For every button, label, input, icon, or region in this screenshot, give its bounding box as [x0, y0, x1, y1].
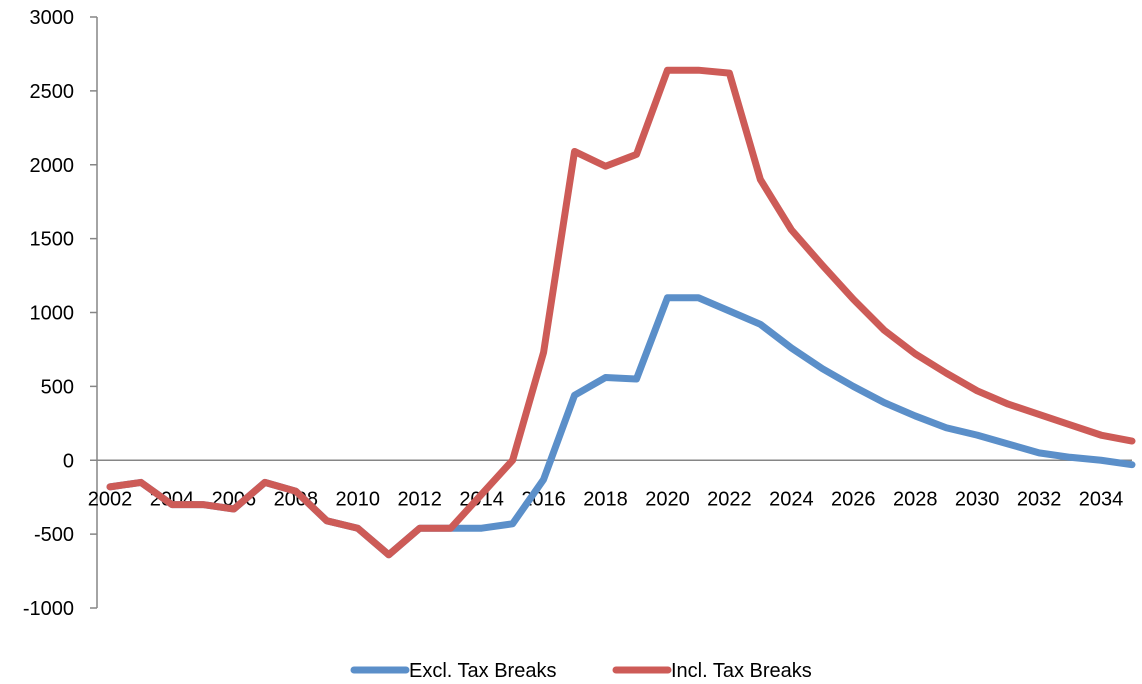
x-tick-label: 2032	[1017, 488, 1062, 510]
legend-label: Incl. Tax Breaks	[671, 660, 812, 682]
series-lines	[106, 66, 1136, 559]
y-tick-label: 0	[63, 450, 74, 472]
y-tick-label: -1000	[23, 598, 74, 620]
x-tick-label: 2002	[88, 488, 133, 510]
x-tick-label: 2012	[397, 488, 442, 510]
series-line-incl-tax-breaks	[106, 66, 1136, 559]
legend-label: Excl. Tax Breaks	[409, 660, 556, 682]
x-tick-label: 2010	[336, 488, 381, 510]
x-tick-label: 2028	[893, 488, 938, 510]
series-line-excl-tax-breaks	[106, 294, 1136, 559]
y-tick-label: -500	[34, 524, 74, 546]
x-tick-label: 2026	[831, 488, 876, 510]
y-tick-label: 1000	[30, 303, 75, 325]
x-tick-label: 2020	[645, 488, 690, 510]
y-tick-label: 2500	[30, 81, 75, 103]
y-tick-label: 2000	[30, 155, 75, 177]
x-tick-label: 2022	[707, 488, 752, 510]
x-tick-label: 2024	[769, 488, 814, 510]
y-tick-label: 500	[41, 376, 74, 398]
y-tick-label: 3000	[30, 7, 75, 29]
y-tick-label: 1500	[30, 229, 75, 251]
legend: Excl. Tax Breaks Incl. Tax Breaks	[350, 660, 812, 682]
x-tick-label: 2018	[583, 488, 628, 510]
x-tick-label: 2030	[955, 488, 1000, 510]
x-tick-label: 2034	[1079, 488, 1124, 510]
